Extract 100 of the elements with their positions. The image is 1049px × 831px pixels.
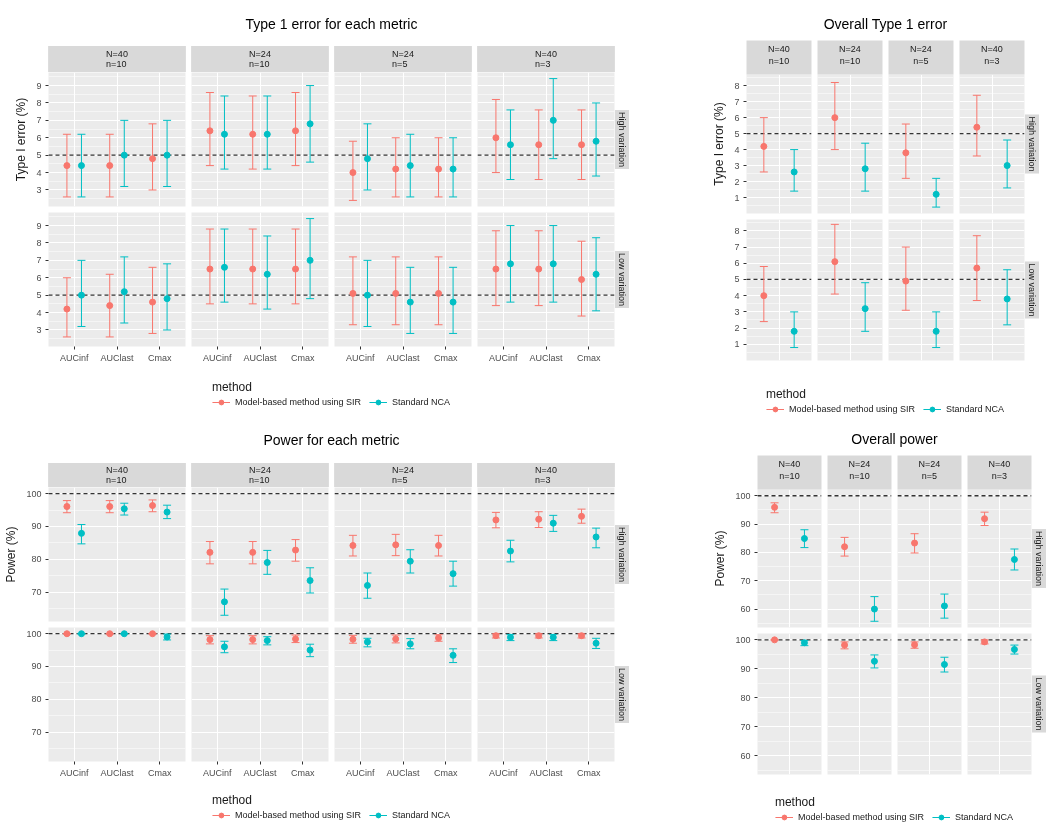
y-tick-label: 6 xyxy=(734,112,740,123)
y-tick-label: 4 xyxy=(36,167,42,178)
x-tick-label: AUCinf xyxy=(345,767,375,778)
legend-title: method xyxy=(211,793,253,807)
x-tick-label: AUClast xyxy=(243,767,277,778)
y-tick-label: 8 xyxy=(734,225,740,236)
x-tick-label: N=24 n=10 xyxy=(848,458,871,481)
y2-axis-title: High variation xyxy=(1027,116,1037,172)
y-tick-label: 5 xyxy=(734,128,740,139)
y-tick-label: 100 xyxy=(735,490,751,501)
y-axis-title: Type I error (%) xyxy=(14,97,29,182)
y-tick-label: 70 xyxy=(31,587,42,598)
y-tick-label: 1 xyxy=(734,192,740,203)
legend-label: Model-based method using SIR xyxy=(234,810,362,820)
y-tick-label: 7 xyxy=(36,255,42,266)
y-tick-label: 8 xyxy=(36,97,42,108)
y-tick-label: 3 xyxy=(36,184,42,195)
x-tick-label: N=40 n=10 xyxy=(778,458,801,481)
x-tick-label: Cmax xyxy=(291,352,316,363)
y2-axis-title: High variation xyxy=(1034,530,1044,587)
y-tick-label: 4 xyxy=(734,144,740,155)
y-tick-label: 1 xyxy=(734,339,740,350)
x-tick-label: AUCinf xyxy=(202,352,232,363)
x-tick-label: Cmax xyxy=(577,352,602,363)
y-tick-label: 80 xyxy=(31,694,42,705)
y2-axis-title: High variation xyxy=(617,111,627,168)
y-tick-label: 2 xyxy=(734,176,740,187)
y-tick-label: 4 xyxy=(36,307,42,318)
x-tick-label: N=24 n=10 xyxy=(839,43,861,66)
y-tick-label: 90 xyxy=(740,519,751,530)
y-tick-label: 80 xyxy=(740,547,751,558)
x-tick-label: AUCinf xyxy=(202,767,232,778)
y-tick-label: 60 xyxy=(740,604,751,615)
y-tick-label: 90 xyxy=(740,663,751,674)
y-tick-label: 3 xyxy=(36,324,42,335)
x-tick-label: AUClast xyxy=(529,352,563,363)
y-tick-label: 80 xyxy=(31,554,42,565)
x-tick-label: N=24 n=5 xyxy=(910,43,932,66)
legend-title: method xyxy=(211,380,253,394)
y2-axis-title: Low variation xyxy=(617,252,627,307)
x-tick-label: N=24 n=5 xyxy=(918,458,941,481)
legend-label: Standard NCA xyxy=(392,810,451,820)
y-tick-label: 100 xyxy=(735,634,751,645)
text: Power for each metric xyxy=(263,431,400,448)
y-tick-label: 2 xyxy=(734,323,740,334)
x-tick-label: Cmax xyxy=(148,352,173,363)
y-tick-label: 7 xyxy=(36,115,42,126)
y2-axis-title: Low variation xyxy=(617,667,627,722)
x-tick-label: AUCinf xyxy=(488,352,518,363)
y-tick-label: 80 xyxy=(740,692,751,703)
x-tick-label: AUCinf xyxy=(345,352,375,363)
y-axis-title: Power (%) xyxy=(713,530,728,587)
x-tick-label: AUClast xyxy=(100,352,134,363)
text: Type 1 error for each metric xyxy=(245,15,418,32)
legend-title: method xyxy=(765,387,807,401)
x-tick-label: AUCinf xyxy=(59,767,89,778)
x-tick-label: AUClast xyxy=(386,767,420,778)
x-tick-label: Cmax xyxy=(291,767,316,778)
x-tick-label: AUClast xyxy=(243,352,277,363)
legend-label: Standard NCA xyxy=(955,811,1014,822)
x-tick-label: AUCinf xyxy=(488,767,518,778)
x-tick-label: Cmax xyxy=(434,767,459,778)
x-tick-label: Cmax xyxy=(577,767,602,778)
y-axis-title: Type I error (%) xyxy=(712,102,727,186)
text: Overall Type 1 error xyxy=(823,15,948,32)
y-tick-label: 9 xyxy=(36,220,42,231)
legend-label: Model-based method using SIR xyxy=(788,404,916,414)
y-tick-label: 6 xyxy=(734,258,740,269)
y2-axis-title: High variation xyxy=(617,526,627,583)
y2-axis-title: Low variation xyxy=(1027,263,1037,317)
x-tick-label: N=40 n=3 xyxy=(981,43,1003,66)
text: Overall power xyxy=(851,430,939,447)
y-tick-label: 70 xyxy=(31,727,42,738)
y-tick-label: 7 xyxy=(734,96,740,107)
legend-label: Standard NCA xyxy=(392,397,451,407)
y-axis-title: Power (%) xyxy=(4,526,19,583)
x-tick-label: AUClast xyxy=(100,767,134,778)
x-tick-label: Cmax xyxy=(434,352,459,363)
y-tick-label: 100 xyxy=(26,488,42,499)
y-tick-label: 70 xyxy=(740,721,751,732)
y-tick-label: 5 xyxy=(36,290,42,301)
x-tick-label: AUClast xyxy=(386,352,420,363)
y-tick-label: 60 xyxy=(740,750,751,761)
y-tick-label: 3 xyxy=(734,306,740,317)
legend-label: Model-based method using SIR xyxy=(234,397,362,407)
legend-label: Standard NCA xyxy=(946,404,1005,414)
legend-title: method xyxy=(774,794,816,809)
x-tick-label: Cmax xyxy=(148,767,173,778)
y-tick-label: 4 xyxy=(734,290,740,301)
y-tick-label: 8 xyxy=(734,80,740,91)
x-tick-label: AUCinf xyxy=(59,352,89,363)
y-tick-label: 3 xyxy=(734,160,740,171)
y-tick-label: 5 xyxy=(734,274,740,285)
x-tick-label: N=40 n=3 xyxy=(988,458,1011,481)
y-tick-label: 7 xyxy=(734,242,740,253)
y-tick-label: 100 xyxy=(26,628,42,639)
y-tick-label: 70 xyxy=(740,575,751,586)
y-tick-label: 90 xyxy=(31,661,42,672)
x-tick-label: N=40 n=10 xyxy=(768,43,790,66)
y-tick-label: 5 xyxy=(36,150,42,161)
